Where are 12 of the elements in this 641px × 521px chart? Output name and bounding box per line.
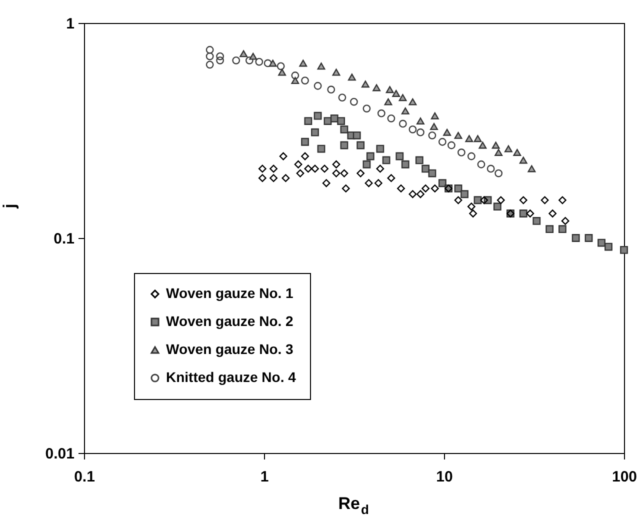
legend-label: Knitted gauze No. 4 (166, 369, 296, 385)
legend-label: Woven gauze No. 3 (166, 341, 294, 357)
x-tick-label: 100 (612, 468, 638, 486)
legend-label: Woven gauze No. 1 (166, 285, 294, 301)
y-tick-label: 1 (66, 16, 74, 32)
x-tick-label: 0.1 (74, 468, 95, 486)
legend-label: Woven gauze No. 2 (166, 313, 294, 329)
x-tick-label: 1 (260, 468, 269, 486)
y-tick-label: 0.01 (45, 446, 74, 462)
y-tick-label: 0.1 (54, 230, 74, 248)
x-tick-label: 10 (436, 468, 453, 486)
y-axis-title: j (0, 204, 19, 210)
